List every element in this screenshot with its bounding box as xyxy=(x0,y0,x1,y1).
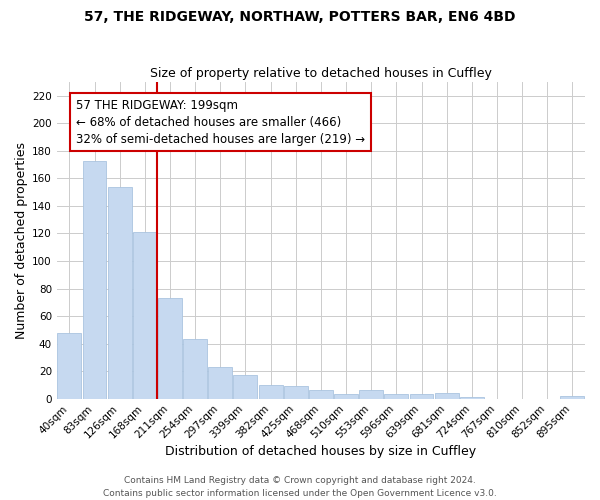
Bar xyxy=(158,298,182,398)
Bar xyxy=(560,396,584,398)
Bar xyxy=(259,385,283,398)
Bar xyxy=(460,397,484,398)
Title: Size of property relative to detached houses in Cuffley: Size of property relative to detached ho… xyxy=(150,66,492,80)
Bar xyxy=(334,394,358,398)
Bar xyxy=(284,386,308,398)
Bar xyxy=(359,390,383,398)
Bar xyxy=(58,332,82,398)
Text: 57, THE RIDGEWAY, NORTHAW, POTTERS BAR, EN6 4BD: 57, THE RIDGEWAY, NORTHAW, POTTERS BAR, … xyxy=(84,10,516,24)
Bar xyxy=(309,390,333,398)
Bar xyxy=(435,393,458,398)
Bar xyxy=(385,394,408,398)
Bar xyxy=(208,367,232,398)
Bar xyxy=(233,375,257,398)
Text: Contains HM Land Registry data © Crown copyright and database right 2024.
Contai: Contains HM Land Registry data © Crown c… xyxy=(103,476,497,498)
Bar xyxy=(410,394,433,398)
Bar xyxy=(183,340,207,398)
Bar xyxy=(133,232,157,398)
Y-axis label: Number of detached properties: Number of detached properties xyxy=(15,142,28,339)
Bar xyxy=(108,186,131,398)
Text: 57 THE RIDGEWAY: 199sqm
← 68% of detached houses are smaller (466)
32% of semi-d: 57 THE RIDGEWAY: 199sqm ← 68% of detache… xyxy=(76,98,365,146)
Bar xyxy=(83,160,106,398)
X-axis label: Distribution of detached houses by size in Cuffley: Distribution of detached houses by size … xyxy=(166,444,476,458)
